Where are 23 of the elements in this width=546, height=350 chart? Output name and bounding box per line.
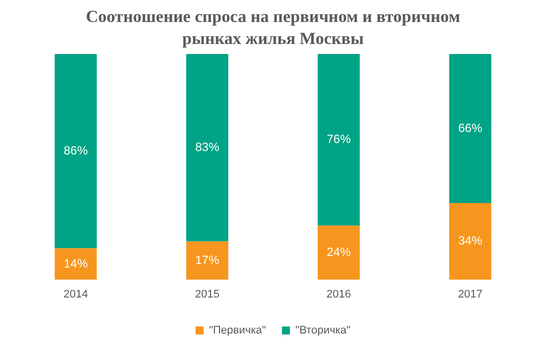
bar xyxy=(186,241,228,280)
bar xyxy=(318,226,360,280)
chart-title: Соотношение спроса на первичном и вторичном рынках жилья Москвы xyxy=(84,6,462,50)
data-label: 86% xyxy=(64,143,88,158)
data-label: 24% xyxy=(326,245,352,260)
x-tick-label: 2016 xyxy=(326,288,351,300)
x-tick-label: 2015 xyxy=(195,288,220,300)
data-label: 66% xyxy=(458,120,483,135)
data-label: 14% xyxy=(64,256,88,270)
data-label: 83% xyxy=(195,140,220,154)
data-label: 76% xyxy=(326,132,352,146)
legend-label: "Первичка" xyxy=(209,324,266,337)
bar xyxy=(54,54,97,248)
bar xyxy=(54,248,97,280)
x-tick-label: 2017 xyxy=(458,288,482,300)
data-label: 17% xyxy=(195,252,220,267)
bar xyxy=(186,54,228,242)
bar xyxy=(449,203,492,280)
data-label: 34% xyxy=(458,234,483,248)
x-tick-label: 2014 xyxy=(64,288,88,300)
bar xyxy=(449,54,492,204)
legend-label: "Вторичка" xyxy=(295,324,351,337)
bar xyxy=(318,54,360,226)
